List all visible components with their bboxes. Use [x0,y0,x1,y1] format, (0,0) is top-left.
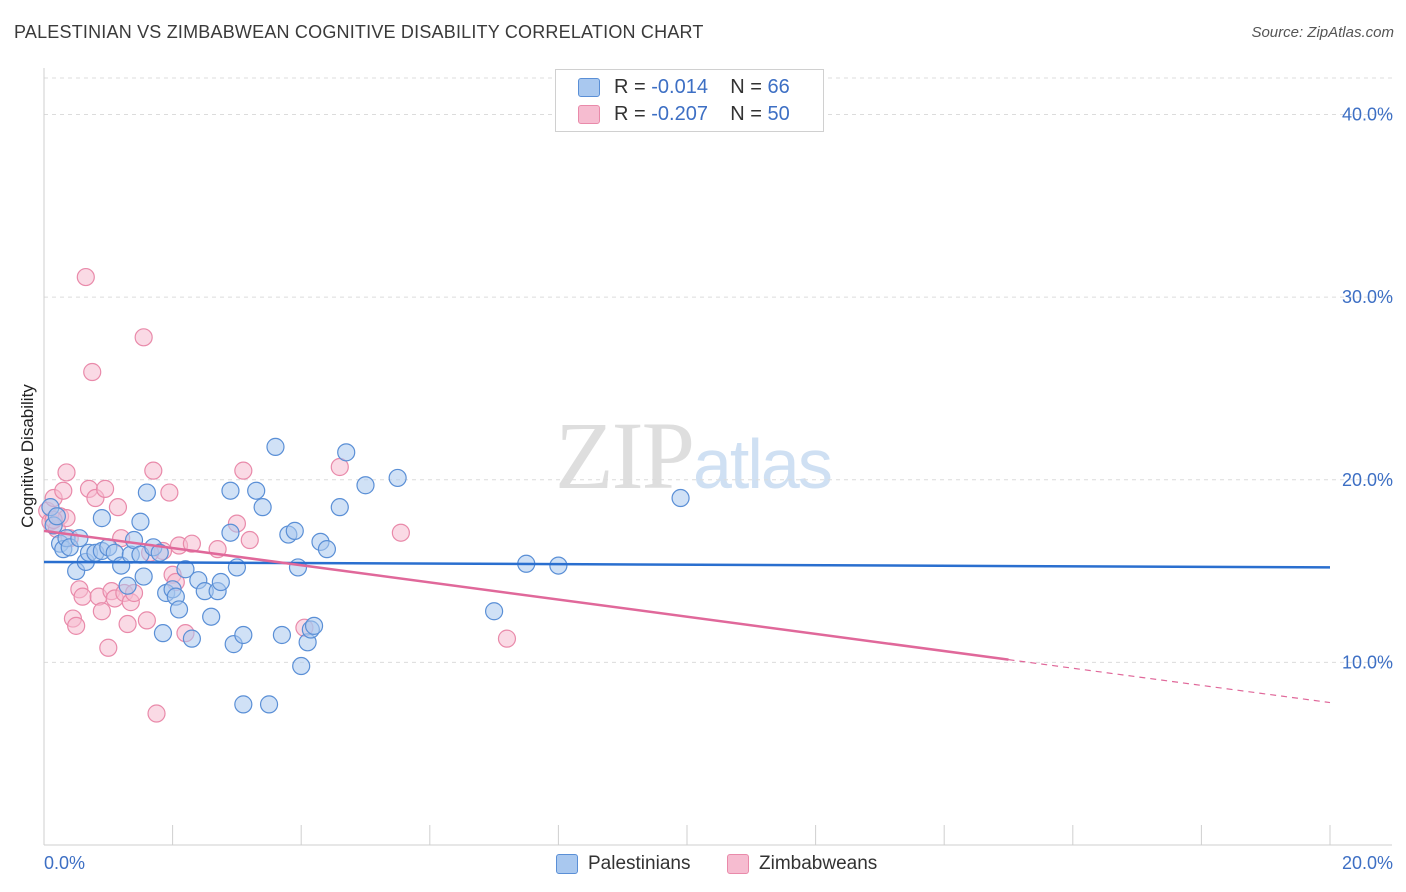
n-value: 66 [767,75,790,98]
palestinians-swatch [578,77,600,97]
palestinian-point [266,437,285,456]
palestinian-point [70,529,89,548]
zimbabwean-point [160,483,179,502]
palestinian-point [202,607,221,626]
zimbabwean-point [73,587,92,606]
zimbabwean-point [137,611,156,630]
palestinian-point [330,498,349,517]
zimbabwean-point [54,481,73,500]
y-tick-label: 30.0% [1342,287,1393,307]
palestinians-trend-line [43,560,1331,569]
bottom-legend-palestinians: Palestinians [556,852,690,876]
r-label: R = [614,102,646,125]
watermark-zip: ZIP [555,402,695,509]
source-label: Source: ZipAtlas.com [1251,24,1394,41]
palestinian-point [118,576,137,595]
r-value: -0.014 [651,75,708,98]
palestinian-point [253,498,272,517]
palestinian-point [131,512,150,531]
palestinian-point [292,656,311,676]
zimbabwean-point [240,530,259,550]
palestinian-point [234,695,253,714]
palestinian-point [92,509,111,528]
y-tick-label: 40.0% [1342,105,1393,125]
zimbabwean-point [99,638,118,657]
palestinian-point [169,600,189,619]
bottom-legend-zimbabweans: Zimbabweans [727,852,877,876]
palestinian-point [285,521,304,540]
zimbabwean-point [92,602,111,621]
x-tick-label: 0.0% [44,853,85,873]
palestinian-point [182,629,201,648]
palestinian-point [388,468,407,488]
palestinian-point [304,616,324,635]
zimbabweans-label: Zimbabweans [759,853,878,874]
correlation-legend: R = -0.014 N = 66 R = -0.207 N = 50 [555,69,824,132]
palestinian-point [671,488,690,508]
palestinians-label: Palestinians [588,853,691,874]
n-value: 50 [767,102,790,125]
zimbabweans-trend-line [43,529,1009,661]
zimbabwean-point [134,328,153,347]
zimbabwean-point [391,523,410,542]
zimbabwean-point [83,362,102,382]
palestinians-swatch [556,854,578,874]
palestinian-point [153,624,173,643]
palestinian-point [234,625,253,645]
r-label: R = [614,75,646,98]
palestinian-point [288,558,308,577]
y-tick-label: 20.0% [1342,470,1393,490]
n-label: N = [730,102,762,125]
palestinian-point [317,540,337,559]
palestinian-point [549,556,568,575]
zimbabweans-swatch [578,104,600,124]
palestinian-point [247,481,266,500]
r-value: -0.207 [651,102,708,125]
palestinian-point [221,523,240,542]
zimbabwean-point [108,498,128,517]
zimbabwean-point [118,614,137,634]
zimbabwean-point [182,534,201,553]
zimbabwean-point [57,463,76,482]
palestinian-point [337,443,356,462]
palestinian-point [259,695,279,714]
watermark-atlas: atlas [693,425,833,503]
zimbabweans-trend-extension [1008,659,1331,704]
palestinian-point [356,476,375,495]
palestinian-point [47,507,66,526]
palestinian-point [221,481,240,500]
y-tick-label: 10.0% [1342,652,1393,672]
zimbabwean-point [144,461,163,480]
palestinian-point [272,625,292,645]
x-tick-label: 20.0% [1342,853,1393,873]
palestinian-point [227,558,246,577]
n-label: N = [730,75,762,98]
zimbabwean-point [497,629,517,648]
palestinian-point [211,572,230,592]
palestinian-point [134,567,153,586]
zimbabwean-point [67,616,86,635]
zimbabwean-point [95,479,115,498]
zimbabweans-swatch [727,854,749,874]
legend-row-zimbabweans: R = -0.207 N = 50 [578,101,790,127]
zimbabwean-point [147,704,166,723]
palestinian-point [137,483,156,502]
palestinian-point [485,602,504,621]
palestinian-point [176,560,195,579]
chart-title: PALESTINIAN VS ZIMBABWEAN COGNITIVE DISA… [14,22,704,42]
zimbabwean-point [234,461,253,480]
zimbabwean-point [76,267,95,287]
legend-row-palestinians: R = -0.014 N = 66 [578,74,790,100]
watermark: ZIPatlas [555,400,833,511]
